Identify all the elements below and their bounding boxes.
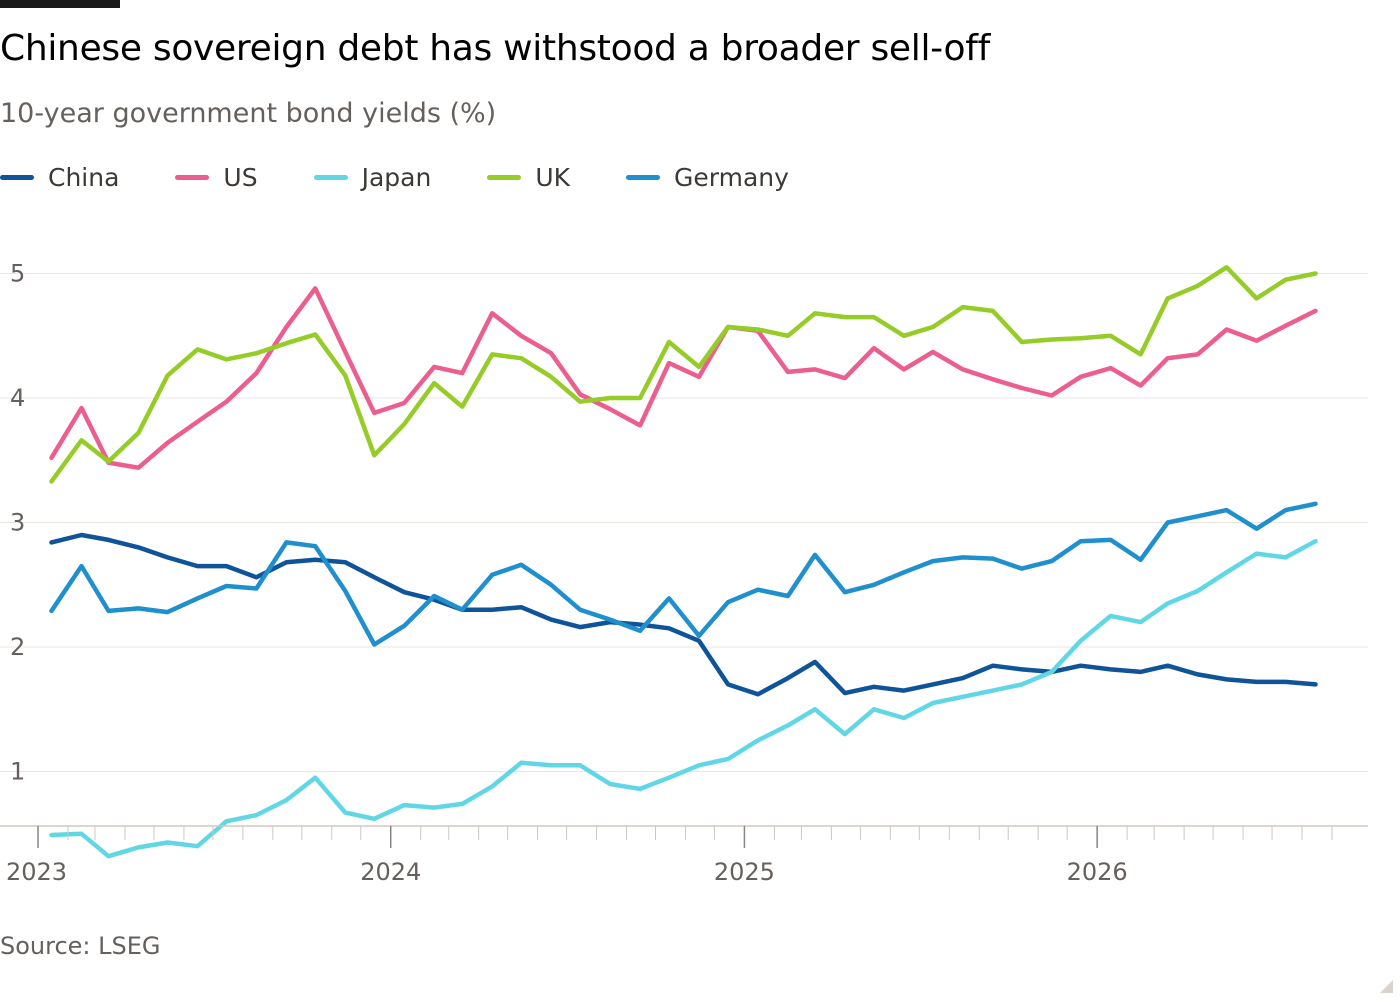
legend-swatch <box>0 174 34 180</box>
x-tick-label: 2025 <box>714 858 775 886</box>
x-tick-label: 2024 <box>360 858 421 886</box>
brand-bar <box>0 0 120 8</box>
y-tick-label: 3 <box>10 509 25 537</box>
x-tick-label: 2023 <box>6 858 67 886</box>
series-line-germany <box>49 501 1318 647</box>
y-axis-labels: 1 2 3 4 5 <box>10 260 25 786</box>
legend-item-germany: Germany <box>626 163 789 192</box>
line-chart: 2023 2024 2025 2026 1 2 3 4 5 <box>0 260 1368 886</box>
y-tick-label: 4 <box>10 384 25 412</box>
series-line-japan <box>49 538 1318 859</box>
legend-swatch <box>175 174 210 180</box>
legend-swatch <box>626 174 661 180</box>
y-tick-label: 5 <box>10 260 25 288</box>
legend-item-china: China <box>0 163 119 192</box>
legend-label: Germany <box>674 162 789 192</box>
series-line-china <box>49 532 1318 697</box>
chart-legend: China US Japan UK Germany <box>0 160 845 194</box>
y-tick-label: 1 <box>10 758 25 786</box>
resize-corner-icon <box>1380 980 1393 993</box>
series-line-us <box>49 286 1318 470</box>
chart-title: Chinese sovereign debt has withstood a b… <box>0 28 990 69</box>
legend-label: US <box>223 162 258 192</box>
y-tick-label: 2 <box>10 633 25 661</box>
legend-item-uk: UK <box>487 163 570 192</box>
legend-label: Japan <box>361 162 432 192</box>
legend-label: UK <box>535 162 571 192</box>
legend-label: China <box>48 162 120 192</box>
legend-swatch <box>313 174 348 180</box>
source-note: Source: LSEG <box>0 932 161 960</box>
legend-swatch <box>487 174 522 180</box>
x-axis: 2023 2024 2025 2026 <box>0 825 1368 886</box>
legend-item-japan: Japan <box>313 162 432 192</box>
grid-lines <box>0 273 1368 772</box>
series-line-uk <box>49 265 1318 484</box>
chart-subtitle: 10-year government bond yields (%) <box>0 98 497 129</box>
x-tick-label: 2026 <box>1067 858 1128 886</box>
series-lines <box>49 265 1318 859</box>
legend-item-us: US <box>175 162 258 192</box>
